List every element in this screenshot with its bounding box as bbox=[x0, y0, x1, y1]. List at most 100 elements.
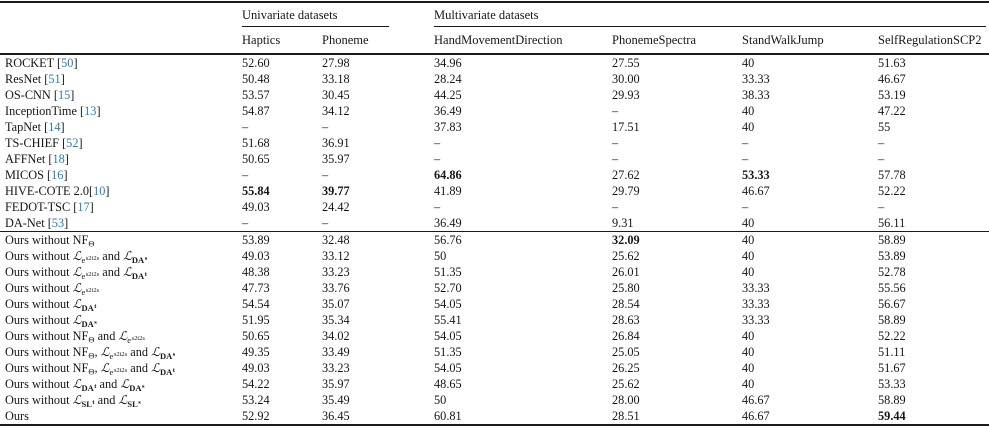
cell: 52.78 bbox=[878, 265, 906, 279]
cell: 28.54 bbox=[612, 297, 640, 311]
cell: 33.33 bbox=[742, 72, 770, 86]
group-header-univariate: Univariate datasets bbox=[237, 2, 429, 27]
citation: [18] bbox=[48, 152, 69, 166]
citation-link[interactable]: 14 bbox=[48, 120, 61, 134]
citation-link[interactable]: 15 bbox=[57, 88, 71, 102]
cell: 33.12 bbox=[322, 249, 350, 263]
citation: [50] bbox=[57, 56, 78, 70]
column-header-standwalkjump: StandWalkJump bbox=[737, 27, 874, 55]
math-term: ℒes2t2s bbox=[72, 249, 100, 264]
table-row: AFFNet [18] 50.65 35.97 – – – – bbox=[0, 151, 989, 167]
cell: 28.63 bbox=[612, 313, 640, 327]
cell: 58.89 bbox=[878, 393, 906, 407]
cell: 53.89 bbox=[878, 249, 906, 263]
cell: 32.48 bbox=[317, 231, 430, 248]
row-label: MICOS [16] bbox=[5, 168, 68, 182]
table-row: TapNet [14] – – 37.83 17.51 40 55 bbox=[0, 119, 989, 135]
table-row: Ours without NFΘ, ℒes2t2s and ℒDAt 49.03 3… bbox=[0, 360, 989, 376]
table-row: Ours without ℒSLt and ℒSLs 53.24 35.49 50 28… bbox=[0, 392, 989, 408]
cell: 27.62 bbox=[612, 168, 640, 182]
cell: 58.89 bbox=[873, 231, 989, 248]
citation-link[interactable]: 52 bbox=[66, 136, 79, 150]
cell: 52.92 bbox=[237, 408, 317, 426]
cell: 51.35 bbox=[434, 345, 462, 359]
cell: 51.95 bbox=[242, 313, 270, 327]
cell: – bbox=[742, 152, 749, 166]
row-label: FEDOT-TSC [17] bbox=[5, 200, 94, 214]
citation-link[interactable]: 16 bbox=[51, 168, 64, 182]
cell: 53.24 bbox=[242, 393, 270, 407]
cell: – bbox=[612, 200, 619, 214]
results-table: Univariate datasets Multivariate dataset… bbox=[0, 1, 989, 426]
citation-link[interactable]: 13 bbox=[84, 104, 97, 118]
cell: 56.76 bbox=[429, 231, 608, 248]
cell: 40 bbox=[742, 361, 755, 375]
cell: 57.78 bbox=[878, 168, 906, 182]
table-row: Ours without ℒDAt 54.54 35.07 54.05 28.54 33.… bbox=[0, 296, 989, 312]
cell: 27.98 bbox=[322, 56, 350, 70]
cell: 51.35 bbox=[434, 265, 462, 279]
cell: 26.01 bbox=[612, 265, 640, 279]
math-term: ℒDAs bbox=[151, 345, 176, 360]
cell: 33.76 bbox=[322, 281, 350, 295]
cell: – bbox=[434, 136, 441, 150]
column-header-row: Haptics Phoneme HandMovementDirection Ph… bbox=[0, 27, 989, 55]
cell: 53.19 bbox=[878, 88, 906, 102]
citation-link[interactable]: 50 bbox=[61, 56, 74, 70]
table-row: Ours without ℒDAt and ℒDAs 54.22 35.97 48.6… bbox=[0, 376, 989, 392]
cell: 36.49 bbox=[434, 216, 462, 230]
column-header-selfregulationscp2: SelfRegulationSCP2 bbox=[873, 27, 989, 55]
column-header-phonemespectra: PhonemeSpectra bbox=[607, 27, 738, 55]
table-row: OS-CNN [15] 53.57 30.45 44.25 29.93 38.33 53.1… bbox=[0, 87, 989, 103]
math-term: ℒDAs bbox=[123, 249, 148, 264]
cell: 29.79 bbox=[612, 184, 640, 198]
citation: [15] bbox=[53, 88, 75, 102]
cell: 36.45 bbox=[317, 408, 430, 426]
row-label: ROCKET [50] bbox=[5, 56, 78, 70]
table-row: ROCKET [50] 52.60 27.98 34.96 27.55 40 51.63 bbox=[0, 54, 989, 71]
cell: 33.33 bbox=[742, 313, 770, 327]
cell: 56.67 bbox=[878, 297, 906, 311]
cell: 39.77 bbox=[322, 184, 350, 198]
math-term: ℒes2t2s bbox=[72, 281, 100, 296]
cell: 35.97 bbox=[322, 152, 350, 166]
math-term: ℒes2t2s bbox=[100, 345, 128, 360]
cell: – bbox=[322, 168, 329, 182]
cell: – bbox=[434, 200, 441, 214]
table-row: MICOS [16] – – 64.86 27.62 53.33 57.78 bbox=[0, 167, 989, 183]
citation: [51] bbox=[44, 72, 65, 86]
row-label: Ours without ℒes2t2s bbox=[5, 281, 100, 296]
cell: 40 bbox=[737, 231, 874, 248]
cell: 54.54 bbox=[242, 297, 270, 311]
cell: 28.51 bbox=[607, 408, 738, 426]
cell: 40 bbox=[742, 104, 755, 118]
cell: 34.12 bbox=[322, 104, 350, 118]
cell: 25.62 bbox=[612, 249, 640, 263]
citation-link[interactable]: 18 bbox=[52, 152, 65, 166]
row-label: Ours without ℒSLt and ℒSLs bbox=[5, 393, 141, 408]
cell: 51.67 bbox=[878, 361, 906, 375]
citation-link[interactable]: 51 bbox=[48, 72, 61, 86]
cell: 50 bbox=[434, 393, 447, 407]
table-row: InceptionTime [13] 54.87 34.12 36.49 – 40 47.2… bbox=[0, 103, 989, 119]
table-row: FEDOT-TSC [17] 49.03 24.42 – – – – bbox=[0, 199, 989, 215]
cell: – bbox=[322, 120, 329, 134]
cell: 46.67 bbox=[737, 408, 874, 426]
row-label: Ours without ℒes2t2s and ℒDAt bbox=[5, 265, 147, 280]
cell: 17.51 bbox=[612, 120, 640, 134]
table-row: Ours without ℒDAs 51.95 35.34 55.41 28.63 33.… bbox=[0, 312, 989, 328]
cell: 46.67 bbox=[742, 184, 770, 198]
cell: 40 bbox=[742, 56, 755, 70]
cell: 54.87 bbox=[242, 104, 270, 118]
cell: 55 bbox=[878, 120, 891, 134]
row-label: Ours bbox=[0, 408, 237, 426]
math-term: ℒSLs bbox=[118, 393, 141, 408]
cell: 55.84 bbox=[242, 184, 270, 198]
math-term: ℒDAt bbox=[72, 377, 97, 392]
cell: 53.57 bbox=[242, 88, 270, 102]
cell: – bbox=[612, 136, 619, 150]
citation-link[interactable]: 53 bbox=[51, 216, 65, 230]
cell: – bbox=[242, 168, 249, 182]
citation-link[interactable]: 10 bbox=[93, 184, 106, 198]
citation-link[interactable]: 17 bbox=[77, 200, 90, 214]
